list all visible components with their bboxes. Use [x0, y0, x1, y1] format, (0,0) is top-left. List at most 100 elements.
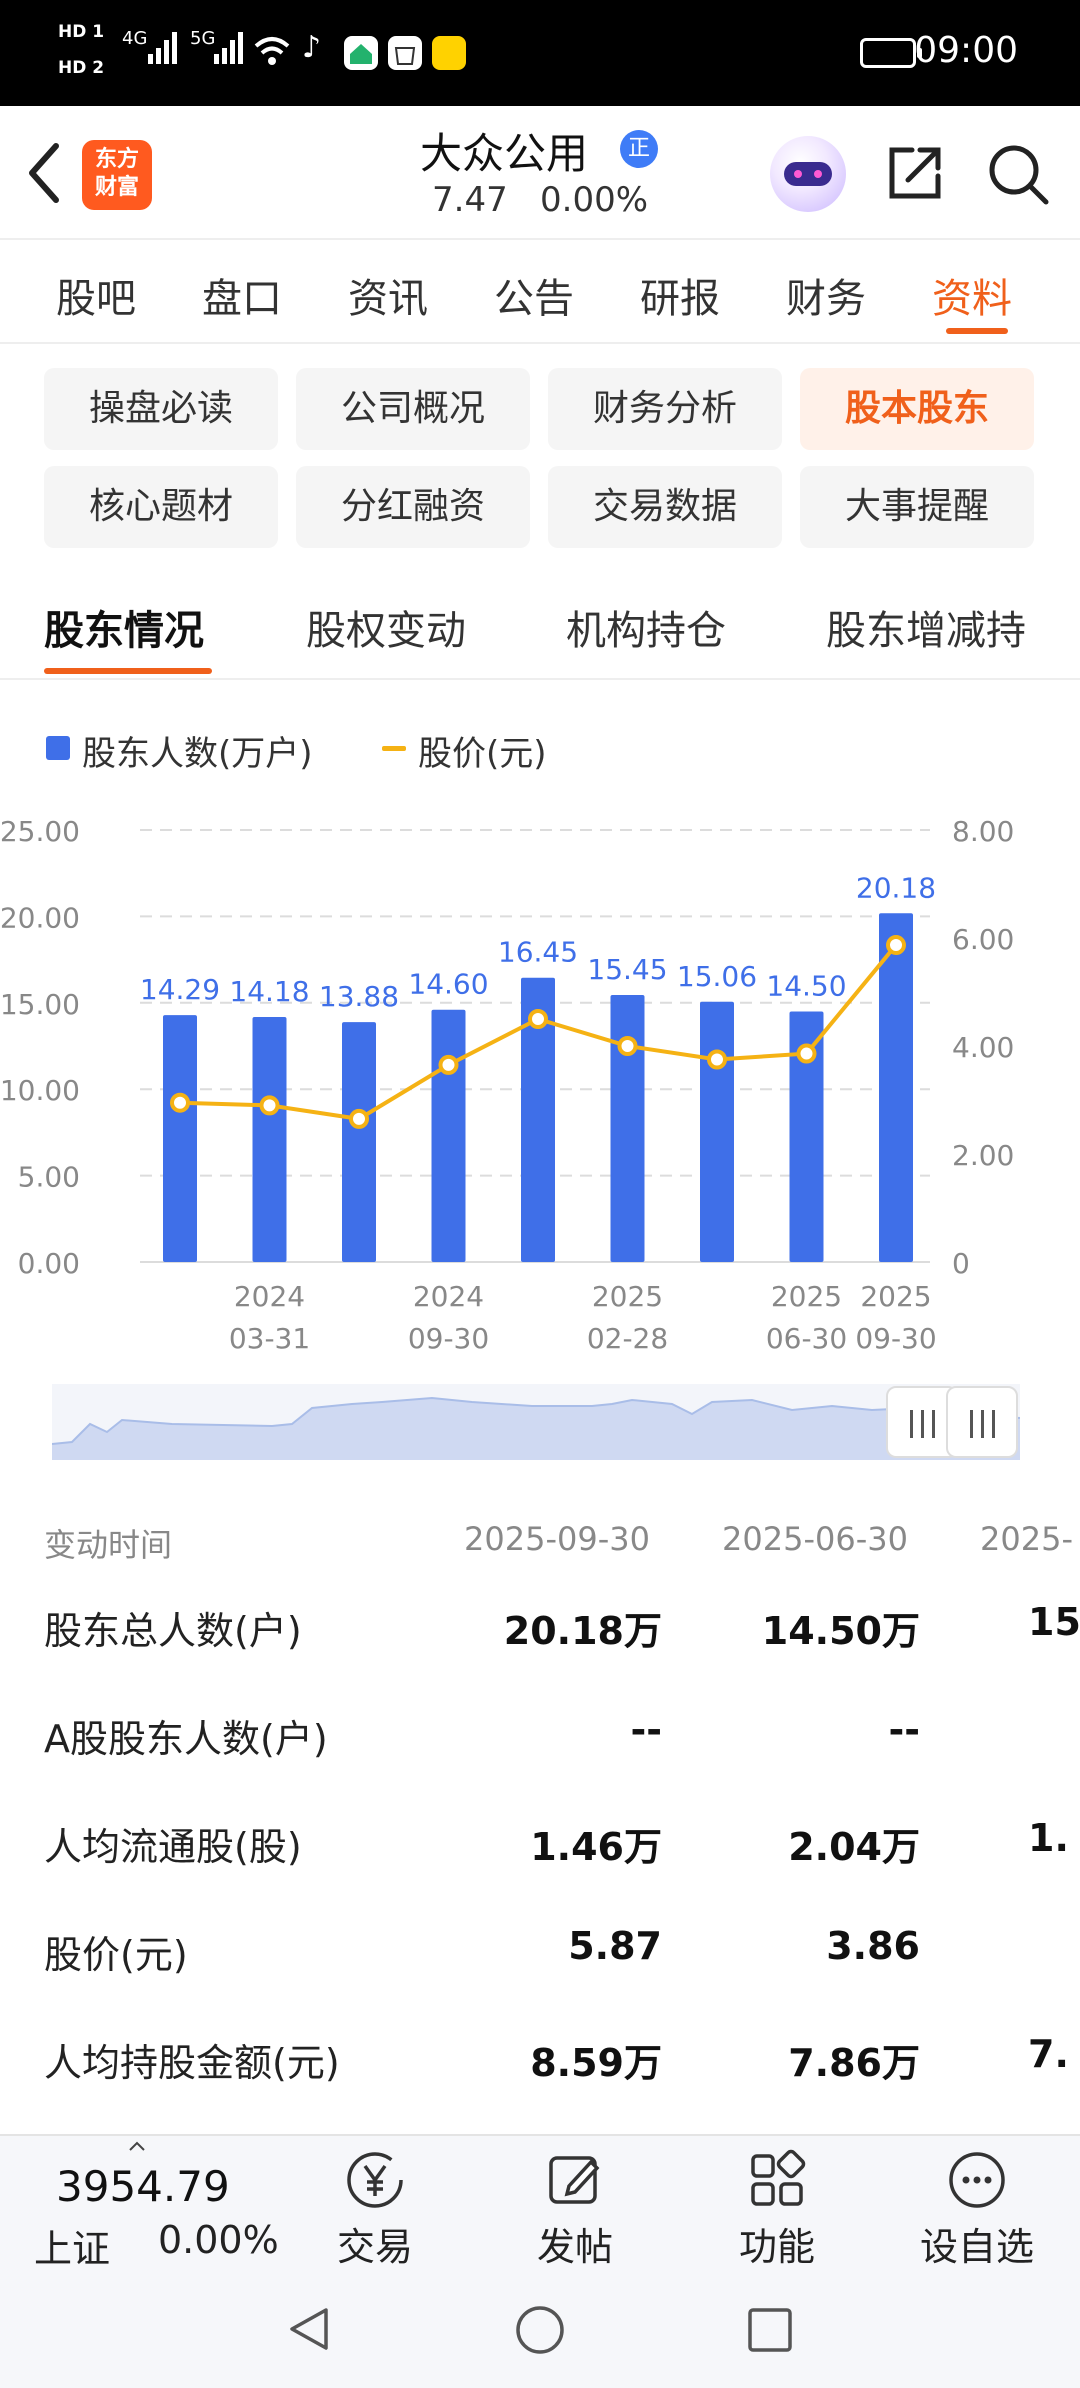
- logo-text-bottom: 财富: [94, 175, 139, 200]
- range-overview-area: [52, 1396, 1020, 1460]
- bag-app-icon: [388, 36, 422, 70]
- wifi-icon: [254, 37, 290, 65]
- network-5g: 5G: [190, 28, 216, 49]
- post-button[interactable]: 发帖: [510, 2148, 640, 2269]
- add-watchlist-button[interactable]: 设自选: [912, 2148, 1042, 2269]
- table-col-2: 2025-06-30: [722, 1520, 908, 1558]
- back-arrow-icon[interactable]: [20, 140, 70, 206]
- y-left-tick-label: 10.00: [0, 1074, 80, 1107]
- sec-tab-indicator: [44, 668, 212, 674]
- bar-value-label: 16.45: [498, 936, 578, 969]
- trade-label: 交易: [336, 2225, 413, 2269]
- table-row-label: A股股东人数(户): [44, 1717, 328, 1761]
- sec-tab-institutions[interactable]: 机构持仓: [566, 608, 726, 654]
- nav-recents-icon[interactable]: [746, 2306, 794, 2354]
- bar: [252, 1016, 287, 1262]
- sec-tab-equity-change[interactable]: 股权变动: [306, 608, 466, 654]
- price-point: [170, 1092, 190, 1113]
- table-cell: 20.18万: [503, 1609, 662, 1653]
- price-point: [886, 935, 906, 956]
- ai-assistant-icon[interactable]: [770, 136, 846, 212]
- bar-value-label: 15.06: [677, 960, 757, 993]
- signal-icon: [148, 32, 177, 64]
- tab-guba[interactable]: 股吧: [56, 276, 136, 322]
- bar-value-label: 15.45: [587, 953, 667, 986]
- bar: [789, 1011, 824, 1262]
- search-icon[interactable]: [986, 142, 1050, 206]
- x-tick-label: 02-28: [587, 1322, 668, 1355]
- chip-financial-analysis[interactable]: 财务分析: [548, 368, 782, 450]
- divider: [0, 678, 1080, 680]
- table-cell: 1.: [1028, 1816, 1069, 1860]
- index-change[interactable]: 0.00%: [158, 2218, 279, 2262]
- bar: [879, 913, 913, 1262]
- bar: [700, 1001, 734, 1262]
- yen-circle-icon: [347, 2152, 403, 2208]
- table-col-1: 2025-09-30: [464, 1520, 650, 1558]
- edit-icon: [549, 2156, 600, 2204]
- functions-button[interactable]: 功能: [712, 2148, 842, 2269]
- table-col-3: 2025-: [980, 1520, 1073, 1558]
- chip-share-capital[interactable]: 股本股东: [800, 368, 1034, 450]
- tab-pankou[interactable]: 盘口: [202, 276, 282, 322]
- y-right-tick-label: 2.00: [952, 1139, 1014, 1172]
- sec-tab-shareholders[interactable]: 股东情况: [44, 608, 204, 654]
- index-name[interactable]: 上证: [34, 2227, 111, 2271]
- price-point: [617, 1036, 638, 1056]
- stock-price: 7.47: [432, 180, 508, 220]
- table-cell: 15.: [1028, 1600, 1080, 1644]
- chip-core-themes[interactable]: 核心题材: [44, 466, 278, 548]
- x-tick-label: 03-31: [229, 1322, 310, 1355]
- y-left-tick-label: 5.00: [18, 1161, 80, 1194]
- price-point: [349, 1108, 369, 1129]
- verified-badge-icon: 正: [620, 130, 658, 168]
- range-slider[interactable]: [52, 1384, 1020, 1460]
- nav-home-icon[interactable]: [514, 2304, 566, 2356]
- tab-research[interactable]: 研报: [640, 276, 720, 322]
- y-left-tick-label: 15.00: [0, 988, 80, 1021]
- tab-finance[interactable]: 财务: [786, 276, 866, 322]
- bottom-bar: 3954.79 上证 0.00% 交易 发帖 功能 设自选: [0, 2134, 1080, 2271]
- sec-tab-holding-changes[interactable]: 股东增减持: [826, 608, 1026, 654]
- hd2-indicator: HD 2: [58, 58, 105, 78]
- shareholder-chart: 25.00 20.00 15.00 10.00 5.00 0.00 8.00 6.00 4.00…: [0, 815, 1014, 1355]
- table-row-label: 股价(元): [44, 1933, 188, 1977]
- trade-button[interactable]: 交易: [310, 2148, 440, 2269]
- bar-value-label: 14.29: [140, 973, 220, 1006]
- signal-icon-2: [214, 32, 243, 64]
- chip-trading-guide[interactable]: 操盘必读: [44, 368, 278, 450]
- status-bar: HD 1 HD 2 4G 5G ♪ 09:00: [0, 0, 1080, 106]
- legend-shareholders: 股东人数(万户): [82, 734, 313, 774]
- price-point: [438, 1054, 459, 1075]
- functions-label: 功能: [738, 2225, 815, 2269]
- share-icon[interactable]: [884, 142, 946, 204]
- table-cell: 1.46万: [530, 1825, 662, 1869]
- table-cell: 2.04万: [788, 1825, 920, 1869]
- grid-icon: [751, 2149, 806, 2206]
- x-tick-label: 09-30: [855, 1322, 936, 1355]
- table-row-label: 人均持股金额(元): [44, 2041, 340, 2085]
- hd1-indicator: HD 1: [58, 22, 105, 42]
- tab-profile[interactable]: 资料: [932, 276, 1012, 322]
- y-right-tick-label: 8.00: [952, 815, 1014, 848]
- x-tick-label: 2025: [860, 1280, 931, 1313]
- bar-value-label: 20.18: [856, 871, 936, 904]
- table-row-label: 人均流通股(股): [44, 1825, 302, 1869]
- app-logo[interactable]: 东方 财富: [82, 140, 152, 210]
- tab-announcements[interactable]: 公告: [494, 276, 574, 322]
- chip-dividends[interactable]: 分红融资: [296, 466, 530, 548]
- chip-company-overview[interactable]: 公司概况: [296, 368, 530, 450]
- index-value[interactable]: 3954.79: [56, 2162, 230, 2211]
- bar: [342, 1022, 376, 1262]
- price-point: [796, 1043, 817, 1064]
- table-cell: 3.86: [826, 1924, 920, 1968]
- post-label: 发帖: [536, 2225, 613, 2269]
- tab-news[interactable]: 资讯: [348, 276, 428, 322]
- price-point: [707, 1049, 727, 1070]
- nav-back-icon[interactable]: [284, 2304, 334, 2354]
- range-handle-right[interactable]: [946, 1386, 1018, 1458]
- chip-events[interactable]: 大事提醒: [800, 466, 1034, 548]
- chip-trading-data[interactable]: 交易数据: [548, 466, 782, 548]
- y-right-tick-label: 4.00: [952, 1031, 1014, 1064]
- expand-up-icon[interactable]: [128, 2140, 146, 2152]
